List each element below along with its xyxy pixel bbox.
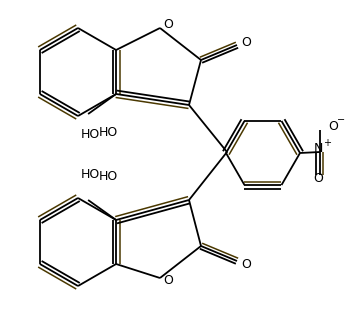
Text: −: −	[337, 115, 345, 125]
Text: HO: HO	[81, 127, 100, 140]
Text: +: +	[323, 138, 331, 148]
Text: HO: HO	[99, 126, 118, 138]
Text: O: O	[328, 120, 338, 133]
Text: HO: HO	[81, 167, 100, 181]
Text: O: O	[241, 257, 251, 270]
Text: O: O	[241, 35, 251, 48]
Text: O: O	[163, 18, 173, 30]
Text: O: O	[313, 171, 323, 185]
Text: O: O	[163, 274, 173, 288]
Text: N: N	[313, 143, 323, 155]
Text: HO: HO	[99, 171, 118, 183]
